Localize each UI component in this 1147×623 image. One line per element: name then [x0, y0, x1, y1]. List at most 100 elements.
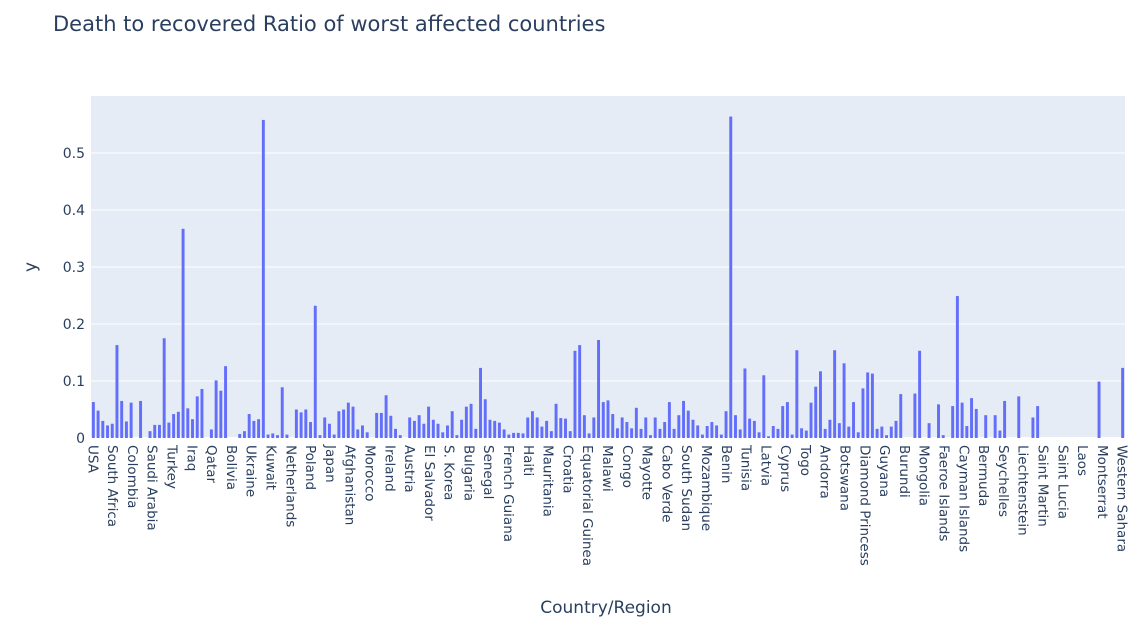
bar [653, 417, 657, 438]
bar [639, 428, 643, 438]
x-tick-label: Ukraine [243, 445, 259, 497]
x-tick-label: Latvia [757, 445, 773, 486]
x-tick-label: Andorra [817, 445, 833, 499]
bar [738, 429, 742, 438]
bar [748, 418, 752, 438]
x-tick-label: Bolivia [223, 445, 239, 490]
x-tick-label: Mozambique [698, 445, 714, 531]
x-tick-label: Diamond Princess [856, 445, 872, 566]
x-tick-label: Equatorial Guinea [579, 445, 595, 566]
x-tick-label: Congo [619, 445, 635, 488]
bar [658, 428, 662, 438]
bar [365, 432, 369, 438]
x-tick-label: Ireland [381, 445, 397, 492]
x-tick-label: Guyana [876, 445, 892, 497]
bar [446, 425, 449, 438]
x-tick-label: Tunisia [738, 444, 754, 491]
bar [521, 433, 525, 438]
x-tick-label: Saint Martin [1034, 445, 1050, 527]
bar [266, 434, 270, 438]
x-tick-label: Cyprus [777, 445, 793, 492]
x-tick-label: Senegal [480, 445, 496, 499]
bar-series [91, 116, 1125, 439]
bar [280, 387, 284, 438]
bar [941, 435, 945, 438]
bar [441, 432, 445, 438]
x-tick-label: USA [84, 445, 100, 474]
bar [606, 400, 610, 438]
x-tick-label: Western Sahara [1114, 445, 1130, 552]
bar [162, 338, 166, 438]
bar [852, 402, 855, 438]
x-tick-label: Faeroe Islands [935, 445, 951, 541]
x-axis-title: Country/Region [540, 598, 671, 618]
bar [1017, 396, 1021, 438]
x-tick-label: Turkey [164, 444, 180, 489]
bar [776, 428, 780, 438]
bar [649, 435, 652, 438]
bar [167, 422, 171, 438]
bar [715, 425, 719, 438]
bar [417, 415, 421, 438]
bar [837, 423, 841, 438]
bar [176, 411, 180, 438]
bar [148, 431, 152, 438]
bar [545, 420, 549, 438]
bar [918, 350, 922, 438]
y-tick-label: 0.5 [63, 146, 85, 162]
bar [526, 417, 530, 438]
bar [597, 339, 601, 438]
x-tick-label: Cabo Verde [658, 445, 674, 523]
bar [757, 432, 761, 438]
x-tick-label: S. Korea [441, 445, 457, 500]
bar [115, 345, 119, 438]
y-tick-label: 0 [76, 431, 85, 447]
bar [342, 409, 346, 438]
bar [587, 433, 591, 438]
bar [327, 423, 331, 438]
bar [804, 430, 808, 438]
x-tick-label: Morocco [361, 445, 377, 502]
bar [880, 426, 884, 438]
y-tick-label: 0.3 [63, 260, 85, 276]
x-tick-label: South Sudan [678, 445, 694, 531]
bar [970, 398, 974, 438]
bar [474, 428, 478, 438]
bar [313, 305, 317, 438]
bar [299, 412, 303, 438]
bar [795, 350, 799, 438]
bar [672, 428, 676, 438]
bar [1031, 417, 1035, 438]
x-tick-label: Croatia [559, 445, 575, 494]
bar [620, 417, 624, 438]
bar [304, 409, 308, 438]
bar [592, 417, 596, 438]
bar [318, 435, 322, 438]
x-tick-label: Burundi [896, 445, 912, 498]
bar [993, 415, 997, 438]
bar [332, 434, 336, 438]
x-tick-label: Afghanistan [342, 445, 358, 525]
bar [1003, 400, 1007, 438]
bar [634, 407, 638, 438]
bar [866, 372, 870, 438]
bar [238, 434, 242, 438]
bar [394, 428, 397, 438]
bar [955, 296, 959, 438]
bar [195, 396, 199, 438]
x-tick-label: Malawi [599, 445, 615, 492]
bar [974, 408, 978, 438]
bar [294, 409, 298, 438]
bar [809, 402, 813, 438]
bar [139, 400, 143, 438]
bar [361, 425, 364, 438]
x-tick-label: Japan [322, 444, 338, 483]
bar [611, 414, 615, 438]
bar [309, 422, 313, 438]
x-tick-label: Mauritania [540, 445, 556, 517]
bar [875, 428, 879, 438]
bar [172, 414, 176, 438]
bar [814, 386, 818, 438]
bar [252, 420, 256, 438]
bar [927, 423, 931, 438]
